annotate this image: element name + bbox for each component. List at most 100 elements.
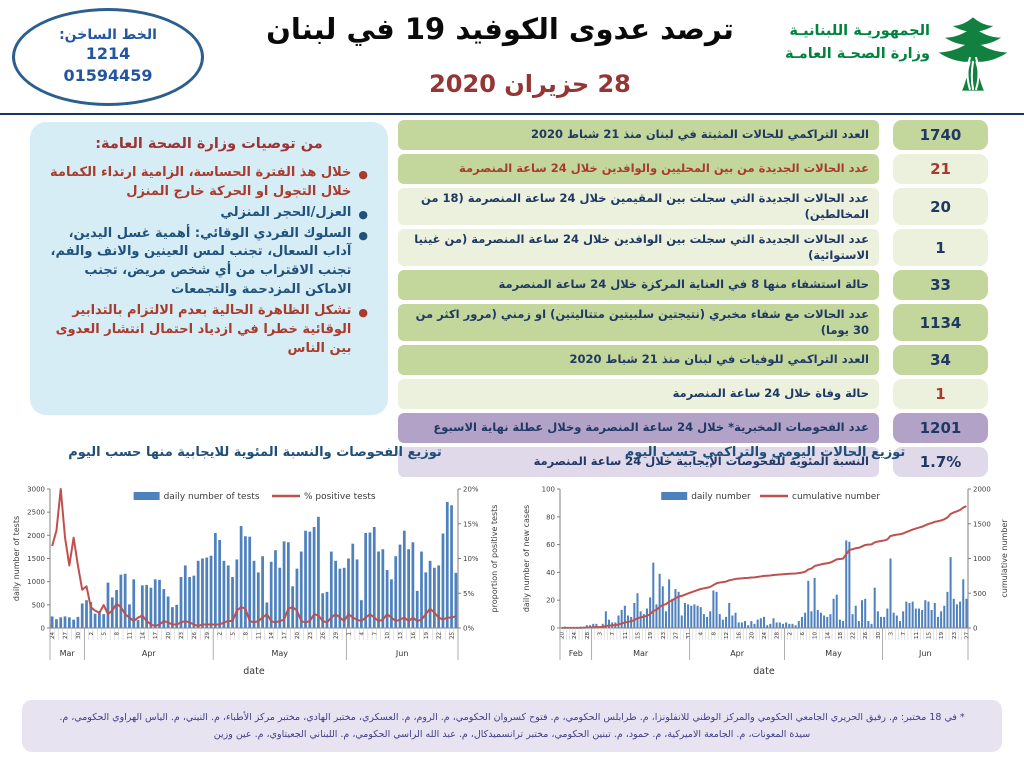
svg-text:Mar: Mar [60, 649, 76, 658]
svg-text:5: 5 [231, 632, 237, 636]
cases-chart-title: توزيع الحالات اليومي والتراكمي حسب اليوم [624, 445, 906, 460]
bullet-icon: ● [358, 306, 368, 319]
svg-text:daily number: daily number [691, 492, 751, 502]
svg-text:0: 0 [973, 625, 977, 633]
svg-text:14: 14 [825, 632, 831, 639]
svg-text:2: 2 [89, 632, 95, 636]
svg-text:24: 24 [572, 632, 578, 639]
svg-text:11: 11 [623, 632, 629, 639]
svg-text:20: 20 [749, 632, 755, 639]
svg-text:3000: 3000 [27, 486, 45, 494]
svg-text:% positive tests: % positive tests [304, 492, 376, 502]
svg-text:500: 500 [973, 590, 986, 598]
svg-text:0: 0 [41, 625, 45, 633]
table-row: العدد التراكمي للحالات المثبتة في لبنان … [398, 120, 988, 150]
svg-text:30: 30 [76, 632, 82, 639]
stat-label: النسبة المئوية للفحوصات الإيجابية خلال 2… [398, 447, 879, 478]
table-row: عدد الحالات الجديدة التي سجلت بين المقيم… [398, 188, 988, 226]
svg-text:1000: 1000 [27, 578, 45, 586]
stat-value: 1740 [893, 120, 988, 150]
stat-value: 1134 [893, 304, 988, 342]
svg-text:20: 20 [295, 632, 301, 639]
svg-text:28: 28 [585, 632, 591, 639]
svg-text:6: 6 [800, 632, 806, 636]
hotline-number-short: 1214 [85, 44, 131, 64]
table-row: عدد الحالات الجديدة التي سجلت بين الوافد… [398, 229, 988, 267]
stat-value: 21 [893, 154, 988, 184]
recommendation-text: تشكل الظاهرة الحالية بعدم الالتزام بالتد… [55, 303, 352, 356]
cedar-logo-icon [938, 17, 1008, 91]
svg-text:28: 28 [775, 632, 781, 639]
svg-text:Jun: Jun [395, 649, 409, 658]
bullet-icon: ● [358, 207, 368, 221]
hotline-label: الخط الساخن: [59, 27, 157, 44]
svg-text:24: 24 [50, 632, 56, 639]
svg-text:23: 23 [308, 632, 314, 639]
svg-text:15%: 15% [463, 520, 479, 528]
svg-text:4: 4 [699, 632, 705, 636]
svg-text:4: 4 [359, 632, 365, 636]
svg-text:29: 29 [205, 632, 211, 639]
svg-text:17: 17 [153, 632, 159, 639]
svg-text:1000: 1000 [973, 555, 991, 563]
svg-text:proportion of positive tests: proportion of positive tests [490, 505, 499, 613]
svg-text:daily number of tests: daily number of tests [12, 516, 21, 601]
svg-text:7: 7 [901, 632, 907, 636]
stat-label: حالة وفاة خلال 24 ساعة المنصرمة [398, 379, 879, 410]
svg-text:20: 20 [560, 632, 566, 639]
svg-text:7: 7 [610, 632, 616, 636]
table-row: النسبة المئوية للفحوصات الإيجابية خلال 2… [398, 447, 988, 478]
svg-text:19: 19 [939, 632, 945, 639]
stat-label: عدد الفحوصات المخبرية* خلال 24 ساعة المن… [398, 413, 879, 444]
svg-text:date: date [753, 666, 775, 677]
recommendations-panel: من توصيات وزارة الصحة العامة: ● خلال هذ ا… [30, 122, 388, 415]
recommendation-item: ● العزل/الحجر المنزلي [50, 204, 368, 223]
bullet-icon: ● [358, 228, 368, 242]
svg-text:19: 19 [648, 632, 654, 639]
svg-text:8: 8 [115, 632, 121, 636]
svg-text:Feb: Feb [569, 649, 583, 658]
svg-text:10: 10 [385, 632, 391, 639]
labs-footnote: * في 18 مختبر: م. رفيق الحريري الجامعي ا… [22, 700, 1002, 753]
svg-text:5%: 5% [463, 590, 474, 598]
svg-text:Apr: Apr [730, 649, 745, 658]
table-row: حالة استشفاء منها 8 في العناية المركزة خ… [398, 270, 988, 301]
table-row: عدد الحالات مع شفاء مخبري (نتيجتين سلبيت… [398, 304, 988, 342]
stat-value: 1201 [893, 413, 988, 444]
table-row: حالة وفاة خلال 24 ساعة المنصرمة 1 [398, 379, 988, 410]
hotline-number-long: 01594459 [63, 66, 153, 85]
recommendation-text: خلال هذ الفترة الحساسة، الزامية ارتداء ا… [50, 165, 352, 199]
svg-text:11: 11 [914, 632, 920, 639]
svg-text:23: 23 [952, 632, 958, 639]
svg-text:2500: 2500 [27, 509, 45, 517]
table-row: عدد الفحوصات المخبرية* خلال 24 ساعة المن… [398, 413, 988, 444]
recommendation-text: العزل/الحجر المنزلي [220, 204, 352, 220]
svg-text:17: 17 [282, 632, 288, 639]
svg-text:29: 29 [334, 632, 340, 639]
stat-value: 34 [893, 345, 988, 376]
svg-text:14: 14 [140, 632, 146, 639]
svg-text:2: 2 [787, 632, 793, 636]
svg-text:13: 13 [398, 632, 404, 639]
table-row: العدد التراكمي للوفيات في لبنان منذ 21 ش… [398, 345, 988, 376]
svg-text:8: 8 [711, 632, 717, 636]
svg-text:19: 19 [424, 632, 430, 639]
stat-label: العدد التراكمي للحالات المثبتة في لبنان … [398, 120, 879, 150]
stat-label: عدد الحالات الجديدة التي سجلت بين المقيم… [398, 188, 879, 226]
recommendation-item: ● السلوك الفردي الوقائي: أهمية غسل اليدين… [50, 225, 369, 300]
header-divider [0, 113, 1024, 115]
stat-label: عدد الحالات الجديدة التي سجلت بين الوافد… [398, 229, 879, 267]
stat-value: 33 [893, 270, 988, 301]
stat-value: 1 [893, 379, 988, 410]
svg-text:0: 0 [551, 625, 555, 633]
stat-value: 20 [893, 188, 988, 226]
stat-label: عدد الحالات الجديدة من بين المحليين والو… [398, 154, 879, 184]
svg-text:10: 10 [813, 632, 819, 639]
svg-text:Jun: Jun [918, 649, 932, 658]
svg-text:20: 20 [546, 597, 555, 605]
svg-text:11: 11 [256, 632, 262, 639]
svg-text:1500: 1500 [973, 520, 991, 528]
svg-text:15: 15 [926, 632, 932, 639]
svg-text:25: 25 [450, 632, 456, 639]
